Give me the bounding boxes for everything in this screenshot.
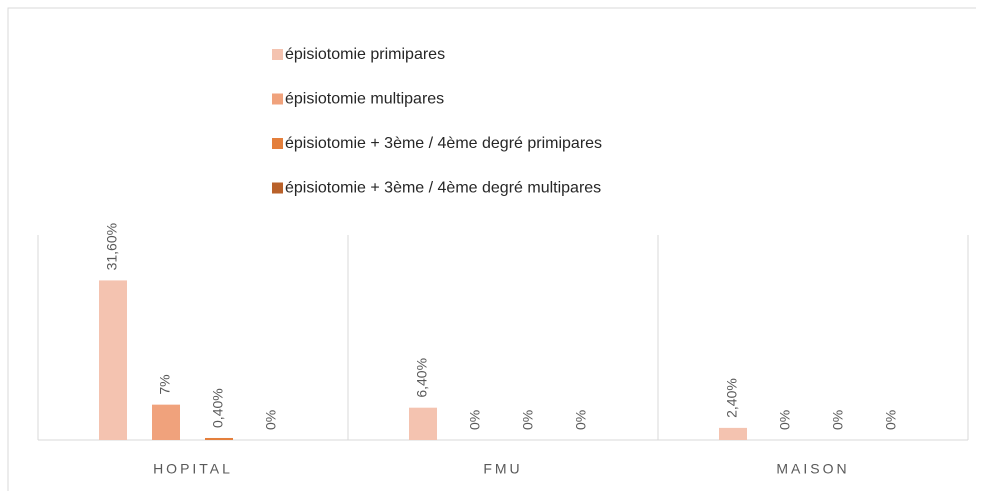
bar — [152, 404, 180, 440]
chart-frame — [7, 7, 976, 491]
data-label: 0% — [883, 410, 899, 430]
legend-label: épisiotomie primipares — [285, 46, 445, 63]
data-label: 0% — [830, 410, 846, 430]
bar — [719, 427, 747, 440]
data-label: 0% — [263, 410, 279, 430]
legend-label: épisiotomie + 3ème / 4ème degré multipar… — [285, 180, 601, 197]
data-label: 6,40% — [414, 358, 430, 398]
legend-label: épisiotomie multipares — [285, 91, 444, 108]
legend-swatch — [272, 49, 283, 60]
data-label: 0% — [573, 410, 589, 430]
bar — [205, 437, 233, 440]
data-label: 0,40% — [210, 388, 226, 428]
legend-swatch — [272, 182, 283, 194]
x-tick-label: FMU — [483, 461, 522, 477]
legend-swatch — [272, 138, 283, 149]
data-label: 0% — [467, 410, 483, 430]
x-tick-label: HOPITAL — [153, 461, 233, 477]
bar — [409, 407, 437, 440]
data-label: 2,40% — [724, 378, 740, 418]
legend-label: épisiotomie + 3ème / 4ème degré primipar… — [285, 135, 602, 152]
legend-swatch — [272, 93, 283, 105]
data-label: 31,60% — [104, 223, 120, 270]
x-tick-label: MAISON — [776, 461, 849, 477]
data-label: 0% — [777, 410, 793, 430]
data-label: 0% — [520, 410, 536, 430]
bar — [99, 280, 127, 440]
data-label: 7% — [157, 374, 173, 394]
